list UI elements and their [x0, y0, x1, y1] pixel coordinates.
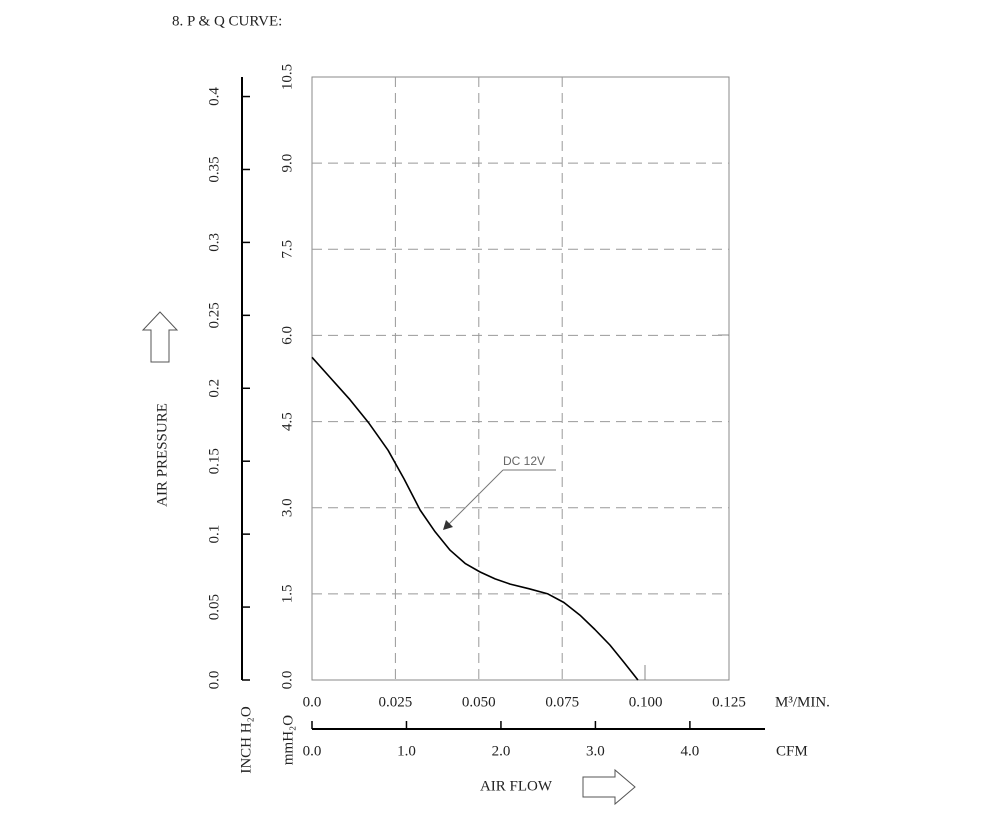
y-tick-label: 6.0: [279, 326, 295, 345]
annotation-leader: [446, 469, 504, 527]
y2-tick-label: 0.3: [206, 233, 222, 252]
y-tick-label: 0.0: [279, 671, 295, 690]
y2-tick-label: 0.15: [206, 448, 222, 474]
x-tick-label: 0.100: [629, 694, 663, 710]
x2-tick-label: 3.0: [586, 743, 605, 759]
x2-tick-label: 2.0: [492, 743, 511, 759]
x2-tick-label: 0.0: [303, 743, 322, 759]
y2-tick-label: 0.1: [206, 525, 222, 544]
x2-tick-label: 1.0: [397, 743, 416, 759]
y2-tick-label: 0.05: [206, 594, 222, 620]
plot-frame: [311, 76, 730, 681]
y-tick-label: 4.5: [279, 412, 295, 431]
y2-tick-label: 0.4: [206, 87, 222, 106]
right-arrow: [582, 768, 636, 806]
curve: [311, 356, 639, 681]
x-tick-label: 0.125: [712, 694, 746, 710]
y2-tick-label: 0.25: [206, 302, 222, 328]
x-tick-label: 0.025: [379, 694, 413, 710]
x2-tick-label: 4.0: [681, 743, 700, 759]
annotation-arrowhead: [443, 520, 453, 530]
y2-tick-label: 0.2: [206, 379, 222, 398]
y-tick-label: 9.0: [279, 154, 295, 173]
y-axis-title: AIR PRESSURE: [154, 403, 170, 507]
up-arrow: [141, 311, 179, 363]
y-tick-label: 7.5: [279, 240, 295, 259]
y-tick-label: 3.0: [279, 498, 295, 517]
chart-title: 8. P & Q CURVE:: [172, 13, 282, 29]
y2-axis-label: INCH H₂O: [238, 706, 254, 773]
series-annotation: DC 12V: [503, 454, 545, 468]
x-tick-label: 0.075: [545, 694, 579, 710]
x-axis-title: AIR FLOW: [480, 778, 553, 794]
y-tick-label: 10.5: [279, 64, 295, 90]
y2-tick-label: 0.0: [206, 671, 222, 690]
x-tick-label: 0.0: [303, 694, 322, 710]
x-axis-label: M³/MIN.: [775, 694, 830, 710]
x2-axis-label: CFM: [776, 743, 808, 759]
y-tick-label: 1.5: [279, 584, 295, 603]
y2-tick-label: 0.35: [206, 156, 222, 182]
x-tick-label: 0.050: [462, 694, 496, 710]
y-axis-label: mmH₂O: [280, 715, 296, 765]
